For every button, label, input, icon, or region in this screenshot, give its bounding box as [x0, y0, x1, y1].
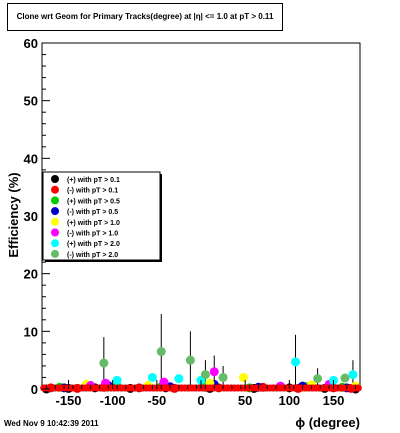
title-box: Clone wrt Geom for Primary Tracks(degree… — [7, 3, 283, 31]
y-axis-label: Efficiency (%) — [6, 172, 21, 257]
axes: 0 10 20 30 40 50 60 -150 -100 -50 0 50 100 150 — [24, 36, 357, 408]
legend-marker — [51, 196, 59, 205]
y-tick-label: 40 — [24, 151, 38, 166]
data-point — [112, 375, 122, 385]
data-points — [40, 347, 362, 394]
legend-marker — [51, 239, 59, 248]
timestamp-footer: Wed Nov 9 10:42:39 2011 — [4, 419, 99, 428]
x-axis-label: ϕ (degree) — [295, 415, 360, 430]
legend-entry: (-) with pT > 2.0 — [67, 252, 118, 259]
data-point — [185, 355, 195, 365]
y-tick-label: 50 — [24, 94, 38, 109]
data-point — [159, 377, 169, 387]
legend-marker — [51, 207, 59, 216]
x-tick-label: 100 — [278, 393, 300, 408]
data-point — [238, 372, 248, 382]
data-point — [313, 374, 323, 384]
y-tick-label: 0 — [31, 382, 38, 397]
legend-marker — [51, 217, 59, 226]
data-point — [209, 367, 219, 377]
data-point — [99, 358, 109, 368]
data-point — [348, 370, 358, 380]
data-point — [340, 373, 350, 383]
legend-entry: (+) with pT > 1.0 — [67, 220, 120, 227]
baseline-point — [354, 384, 362, 392]
legend-entry: (-) with pT > 0.5 — [67, 209, 118, 216]
data-point — [156, 347, 166, 357]
data-point — [200, 370, 210, 380]
legend-entry: (+) with pT > 0.5 — [67, 198, 120, 205]
data-point — [291, 357, 301, 367]
legend-entry: (+) with pT > 0.1 — [67, 177, 120, 184]
legend-entry: (+) with pT > 2.0 — [67, 241, 120, 248]
y-tick-label: 10 — [24, 324, 38, 339]
chart-title: Clone wrt Geom for Primary Tracks(degree… — [16, 12, 274, 21]
legend-marker — [51, 185, 59, 194]
y-tick-label: 20 — [24, 267, 38, 282]
legend-marker — [51, 249, 59, 258]
data-point — [174, 374, 184, 384]
x-tick-label: 150 — [323, 393, 345, 408]
legend-entry: (-) with pT > 1.0 — [67, 231, 118, 238]
x-tick-label: -100 — [100, 393, 126, 408]
x-tick-label: -50 — [147, 393, 166, 408]
legend-marker — [51, 228, 59, 237]
legend-marker — [51, 175, 59, 183]
x-tick-label: -150 — [55, 393, 81, 408]
legend-entry: (-) with pT > 0.1 — [67, 188, 118, 195]
y-tick-label: 30 — [24, 209, 38, 224]
x-tick-label: 50 — [238, 393, 252, 408]
x-tick-label: 0 — [197, 393, 204, 408]
data-point — [218, 372, 228, 382]
y-tick-label: 60 — [24, 36, 38, 51]
data-point — [147, 372, 157, 382]
legend: (+) with pT > 0.1 (-) with pT > 0.1 (+) wi… — [42, 171, 162, 262]
legend-box — [42, 171, 161, 261]
